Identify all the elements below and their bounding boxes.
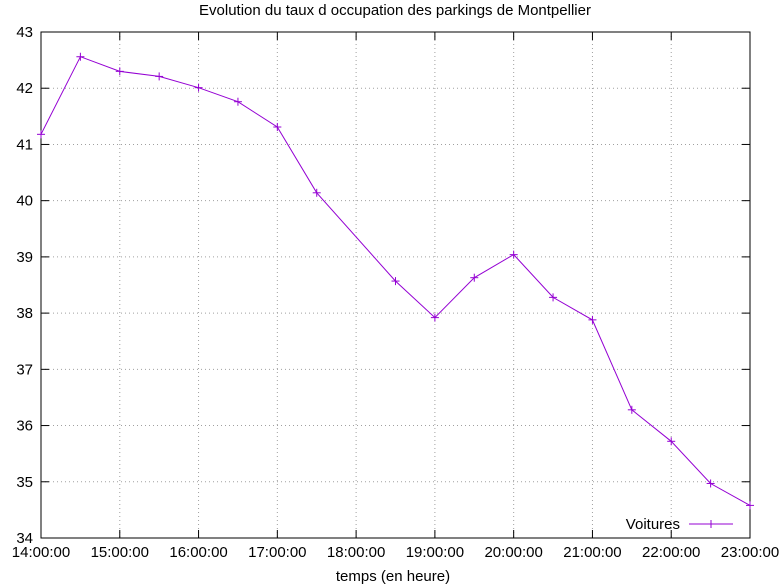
series-line: [40, 56, 751, 506]
y-tick-label: 42: [16, 80, 33, 97]
series-group: [37, 52, 754, 510]
y-tick-label: 34: [16, 530, 33, 547]
data-point: [391, 277, 400, 286]
x-axis: 14:00:00 15:00:00 16:00:00 17:00:00 18:00:00…: [12, 32, 779, 561]
legend-label: Voitures: [626, 516, 680, 533]
y-tick-label: 39: [16, 249, 33, 266]
x-tick-label: 23:00:00: [721, 544, 779, 561]
y-tick-label: 43: [16, 24, 33, 41]
data-point: [273, 123, 282, 132]
legend: Voitures: [626, 516, 733, 533]
data-point: [667, 437, 676, 446]
data-point: [470, 273, 479, 282]
x-tick-label: 19:00:00: [406, 544, 464, 561]
y-tick-label: 38: [16, 305, 33, 322]
y-tick-label: 36: [16, 418, 33, 435]
data-point: [509, 250, 518, 259]
legend-marker: [707, 520, 715, 528]
data-point: [549, 293, 558, 302]
x-tick-label: 17:00:00: [248, 544, 306, 561]
data-point: [627, 405, 636, 414]
plot-frame: [40, 31, 751, 539]
data-point: [115, 67, 124, 76]
x-tick-label: 18:00:00: [327, 544, 385, 561]
data-point: [312, 188, 321, 197]
y-axis: 34 35 36 37 38 39 40 41 42 43: [16, 24, 750, 547]
x-axis-label: temps (en heure): [336, 568, 450, 585]
data-point: [155, 72, 164, 81]
x-tick-label: 16:00:00: [169, 544, 227, 561]
data-point: [430, 313, 439, 322]
x-tick-label: 22:00:00: [642, 544, 700, 561]
y-tick-label: 37: [16, 361, 33, 378]
data-point: [706, 479, 715, 488]
x-tick-label: 20:00:00: [484, 544, 542, 561]
data-point: [746, 501, 754, 510]
data-point: [233, 97, 242, 106]
grid-lines: [41, 32, 750, 538]
y-tick-label: 35: [16, 474, 33, 491]
x-tick-label: 15:00:00: [91, 544, 149, 561]
data-point: [588, 315, 597, 324]
x-tick-label: 21:00:00: [563, 544, 621, 561]
data-point: [76, 52, 85, 61]
x-tick-label: 14:00:00: [12, 544, 70, 561]
y-tick-label: 41: [16, 136, 33, 153]
y-tick-label: 40: [16, 193, 33, 210]
data-point: [194, 83, 203, 92]
data-point: [37, 130, 45, 139]
chart-title: Evolution du taux d occupation des parki…: [199, 2, 591, 19]
